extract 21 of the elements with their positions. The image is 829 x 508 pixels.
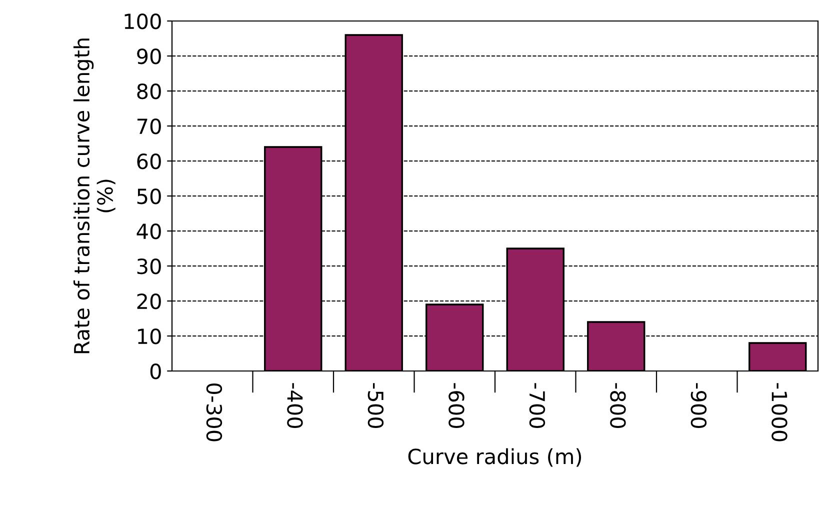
y-axis-title: Rate of transition curve length (%) [73, 38, 116, 354]
y-tick-label: 40 [136, 223, 161, 240]
y-tick-label: 50 [137, 188, 161, 204]
y-tick-label: 90 [137, 48, 161, 64]
y-tick-label: 70 [137, 118, 161, 134]
y-tick-label: 10 [138, 328, 161, 344]
x-tick-label: -700 [529, 383, 546, 428]
x-tick-label: -800 [610, 383, 626, 428]
x-tick-label: -600 [448, 383, 464, 428]
y-tick-label: 100 [124, 13, 161, 30]
y-tick-label: 0 [150, 363, 161, 380]
y-tick-label: 60 [137, 153, 161, 170]
x-tick-label: 0-300 [206, 383, 222, 442]
y-tick-label: 30 [137, 258, 161, 274]
x-tick-label: -400 [287, 383, 303, 428]
x-tick-label: -900 [690, 383, 707, 428]
x-tick-label: -1000 [772, 383, 788, 442]
y-tick-label: 80 [137, 83, 161, 100]
x-tick-label: -500 [368, 383, 384, 428]
y-tick-label: 20 [137, 293, 161, 310]
x-axis-title: Curve radius (m) [408, 448, 582, 467]
